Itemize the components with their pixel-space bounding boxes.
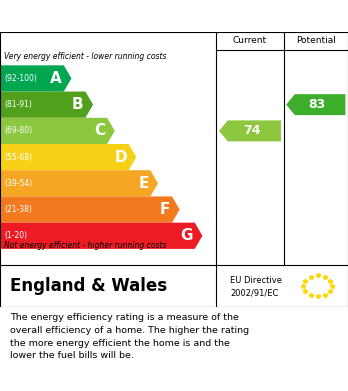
Polygon shape bbox=[0, 196, 180, 222]
Polygon shape bbox=[0, 144, 136, 170]
Text: Very energy efficient - lower running costs: Very energy efficient - lower running co… bbox=[4, 52, 167, 61]
Text: England & Wales: England & Wales bbox=[10, 277, 168, 295]
Text: (81-91): (81-91) bbox=[4, 100, 32, 109]
Text: 83: 83 bbox=[309, 98, 326, 111]
Text: Not energy efficient - higher running costs: Not energy efficient - higher running co… bbox=[4, 241, 167, 250]
Text: Potential: Potential bbox=[296, 36, 336, 45]
Text: (92-100): (92-100) bbox=[4, 74, 37, 83]
Text: (69-80): (69-80) bbox=[4, 126, 32, 135]
Text: (1-20): (1-20) bbox=[4, 231, 27, 240]
Polygon shape bbox=[219, 120, 281, 142]
Polygon shape bbox=[0, 65, 71, 91]
Text: F: F bbox=[160, 202, 170, 217]
Text: E: E bbox=[138, 176, 149, 191]
Text: D: D bbox=[114, 150, 127, 165]
Text: The energy efficiency rating is a measure of the
overall efficiency of a home. T: The energy efficiency rating is a measur… bbox=[10, 313, 250, 361]
Text: Current: Current bbox=[233, 36, 267, 45]
Polygon shape bbox=[0, 222, 203, 249]
Polygon shape bbox=[0, 91, 93, 118]
Text: A: A bbox=[50, 71, 62, 86]
Text: (39-54): (39-54) bbox=[4, 179, 32, 188]
Text: 74: 74 bbox=[243, 124, 260, 137]
Text: C: C bbox=[94, 124, 105, 138]
Polygon shape bbox=[0, 170, 158, 196]
Text: B: B bbox=[72, 97, 84, 112]
Text: 2002/91/EC: 2002/91/EC bbox=[230, 289, 279, 298]
Polygon shape bbox=[286, 94, 346, 115]
Text: G: G bbox=[181, 228, 193, 243]
Text: (21-38): (21-38) bbox=[4, 205, 32, 214]
Text: (55-68): (55-68) bbox=[4, 152, 32, 161]
Polygon shape bbox=[0, 118, 115, 144]
Text: Energy Efficiency Rating: Energy Efficiency Rating bbox=[10, 9, 202, 23]
Text: EU Directive: EU Directive bbox=[230, 276, 282, 285]
